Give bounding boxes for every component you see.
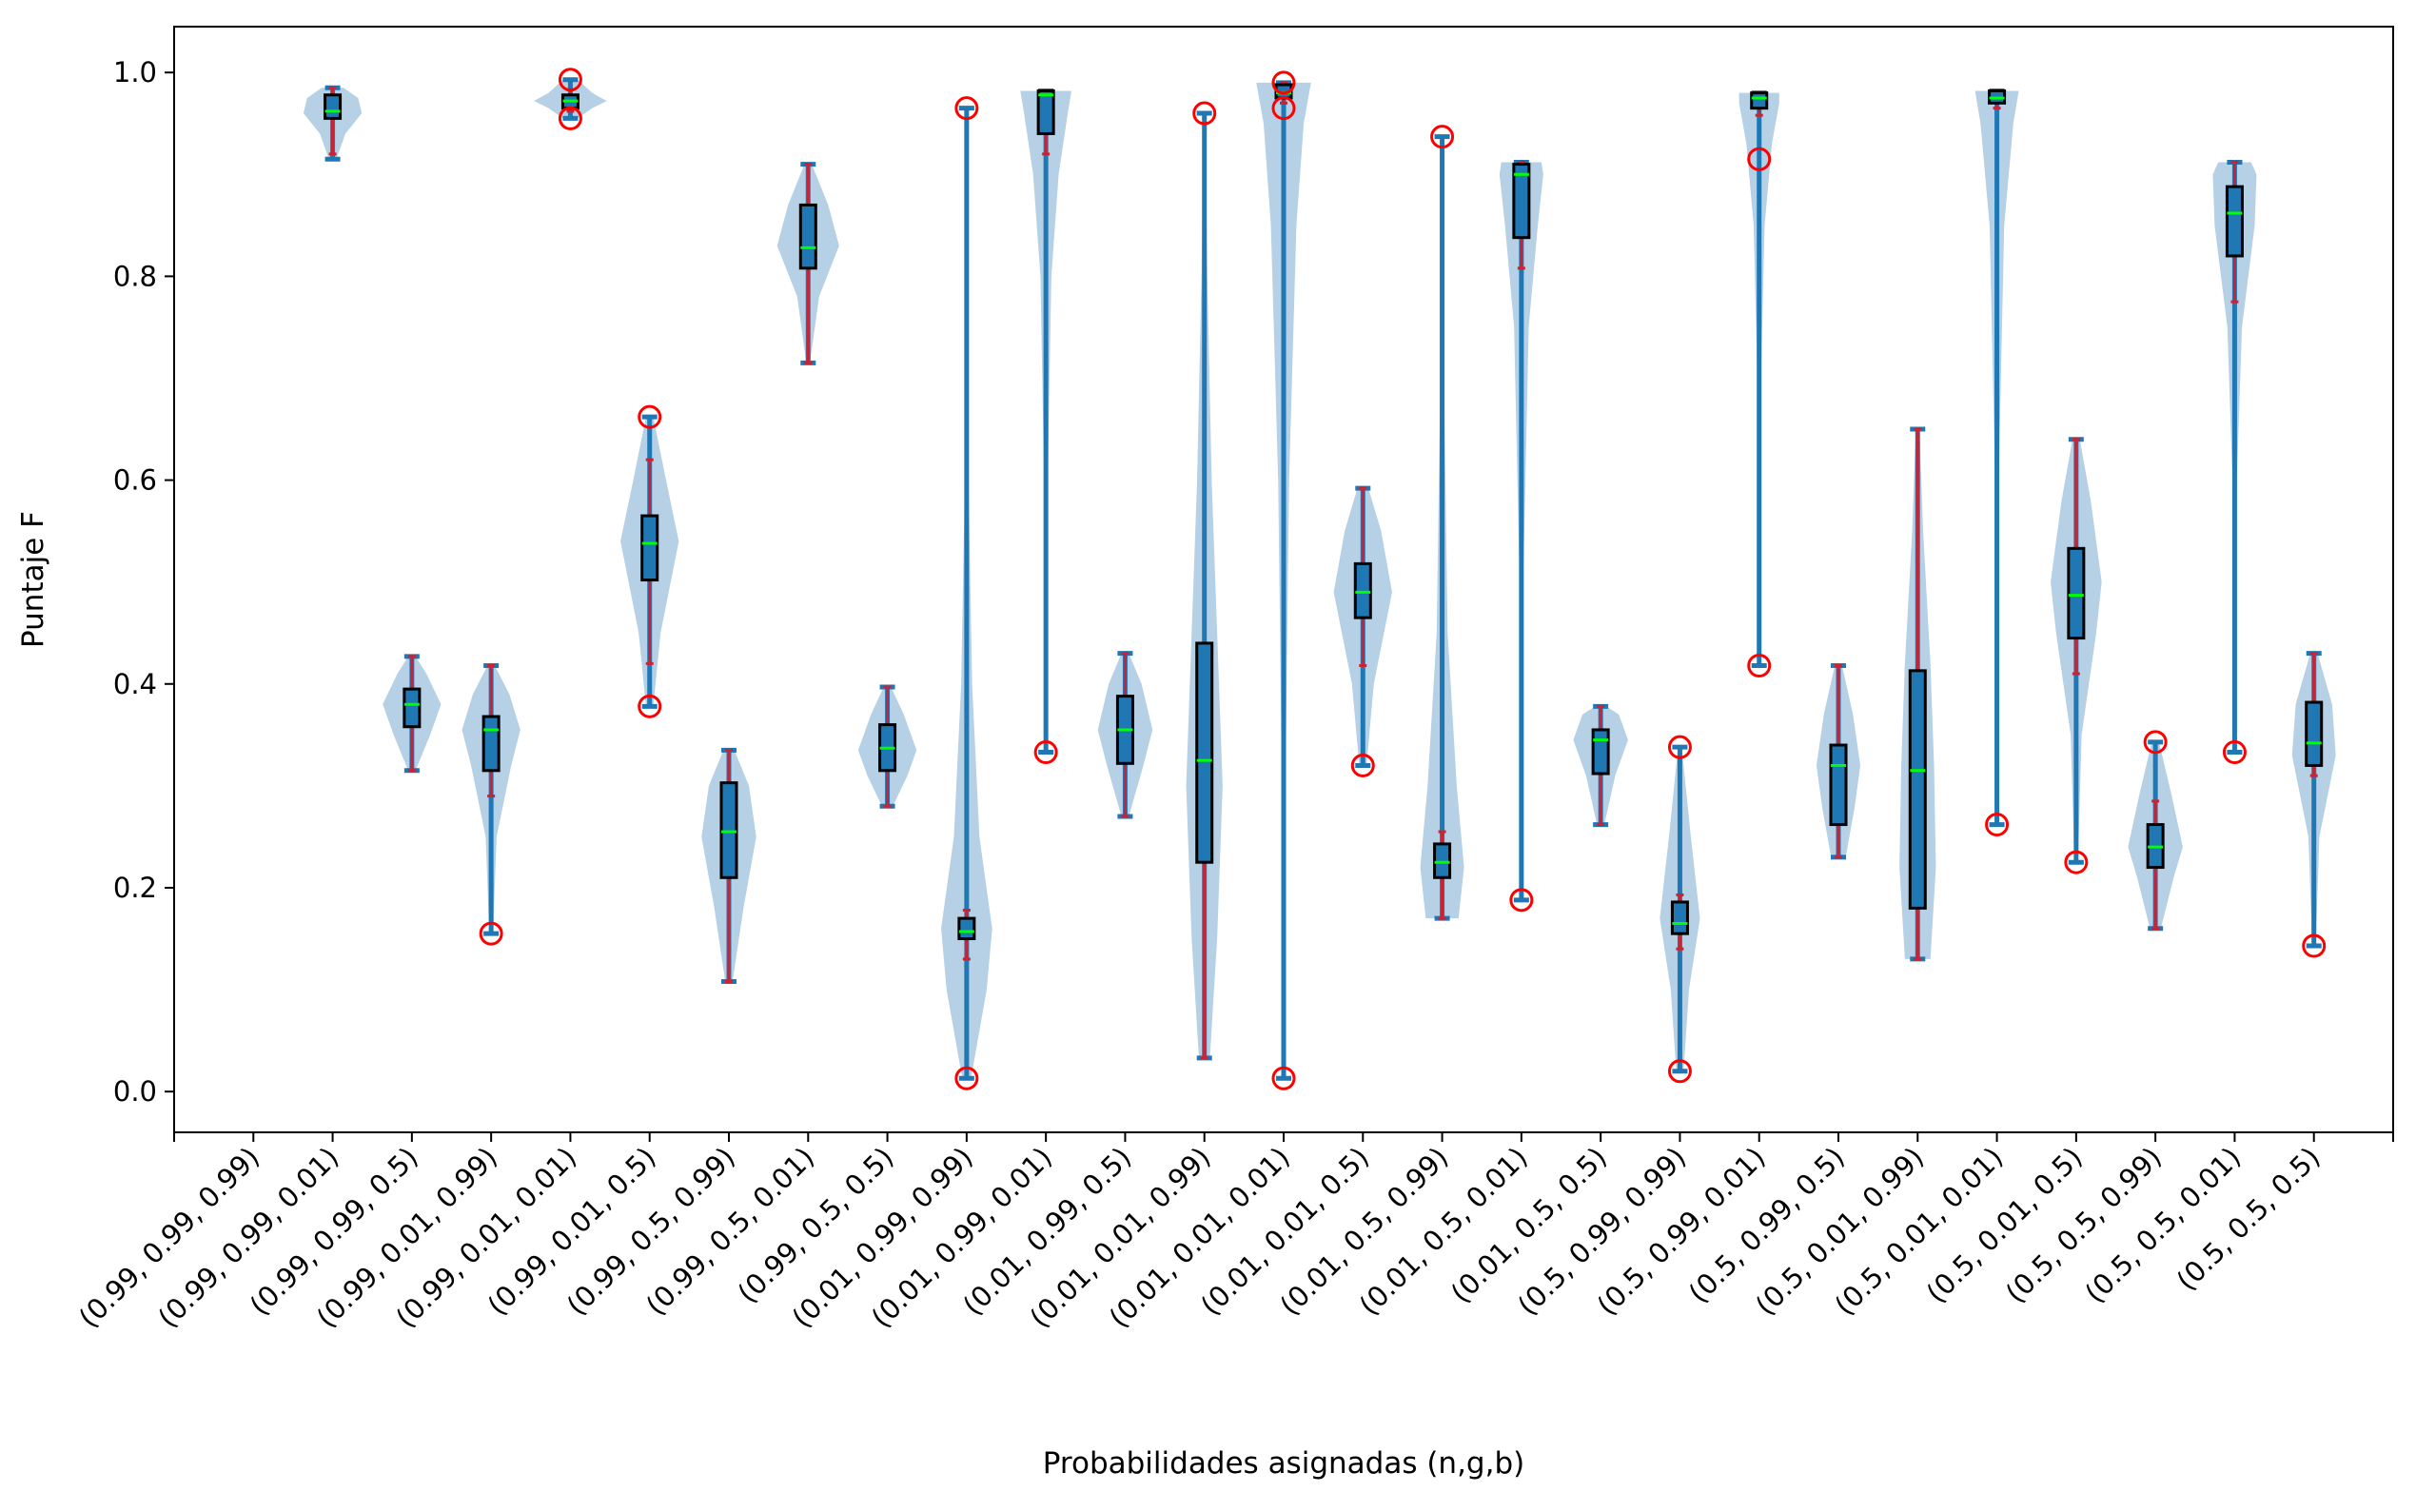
outlier-point xyxy=(1667,1059,1692,1084)
outlier-point xyxy=(1271,96,1296,121)
box-iqr xyxy=(957,916,976,941)
box-iqr xyxy=(2225,185,2244,258)
box-iqr xyxy=(1195,641,1214,864)
outlier-point xyxy=(1509,888,1534,913)
outlier-point xyxy=(1271,1066,1296,1090)
box-iqr xyxy=(403,687,422,729)
range-layer xyxy=(324,77,2322,1081)
box-iqr xyxy=(1433,842,1452,879)
x-axis-label: Probabilidades asignadas (n,g,b) xyxy=(1043,1446,1524,1481)
box-iqr xyxy=(719,781,738,879)
x-tick-label: (0.5, 0.5, 0.5) xyxy=(2170,1141,2327,1297)
outlier-point xyxy=(479,921,503,946)
outlier-point xyxy=(1747,653,1772,677)
box-iqr xyxy=(1512,163,1531,240)
outlier-point xyxy=(954,96,979,121)
outlier-point xyxy=(1430,125,1455,149)
box-iqr xyxy=(798,203,817,270)
outlier-point xyxy=(2302,933,2327,958)
box-iqr xyxy=(1036,88,1055,135)
y-tick-label: 0.4 xyxy=(113,668,157,700)
outlier-point xyxy=(1350,753,1375,777)
y-tick-label: 1.0 xyxy=(113,56,157,88)
box-iqr xyxy=(1591,728,1610,776)
outlier-point xyxy=(2222,740,2247,765)
y-axis-label: Puntaje F xyxy=(16,511,50,648)
box-iqr xyxy=(1353,561,1372,619)
box-iqr xyxy=(1908,669,1927,910)
box-iqr xyxy=(1750,91,1769,110)
outlier-point xyxy=(558,68,582,92)
outlier-point xyxy=(954,1066,979,1090)
outlier-point xyxy=(558,106,582,130)
outlier-layer xyxy=(479,68,2327,1090)
box-iqr xyxy=(640,514,659,582)
violin-layer xyxy=(303,79,2336,1079)
outlier-point xyxy=(1667,735,1692,759)
box-iqr xyxy=(2067,546,2086,640)
outlier-point xyxy=(1747,147,1772,171)
y-axis-ticks: 0.0 0.2 0.4 0.6 0.8 1.0 xyxy=(113,56,174,1108)
y-tick-label: 0.6 xyxy=(113,464,157,497)
outlier-point xyxy=(638,404,662,429)
y-tick-label: 0.8 xyxy=(113,260,157,292)
outlier-point xyxy=(638,694,662,718)
outlier-point xyxy=(1985,813,2010,837)
outlier-point xyxy=(1033,740,1058,765)
box-iqr xyxy=(1829,743,1848,827)
box-iqr xyxy=(324,93,343,120)
outlier-point xyxy=(2143,730,2168,755)
box-iqr xyxy=(481,715,501,773)
outlier-point xyxy=(1192,101,1217,126)
outlier-point xyxy=(1271,70,1296,95)
x-axis-ticks: (0.99, 0.99, 0.99)(0.99, 0.99, 0.01)(0.9… xyxy=(72,1132,2394,1334)
box-layer xyxy=(324,81,2324,1060)
y-tick-label: 0.0 xyxy=(113,1075,157,1108)
y-tick-label: 0.2 xyxy=(113,872,157,904)
outlier-point xyxy=(2064,850,2089,874)
box-iqr xyxy=(1670,900,1689,935)
box-iqr xyxy=(2305,700,2324,767)
